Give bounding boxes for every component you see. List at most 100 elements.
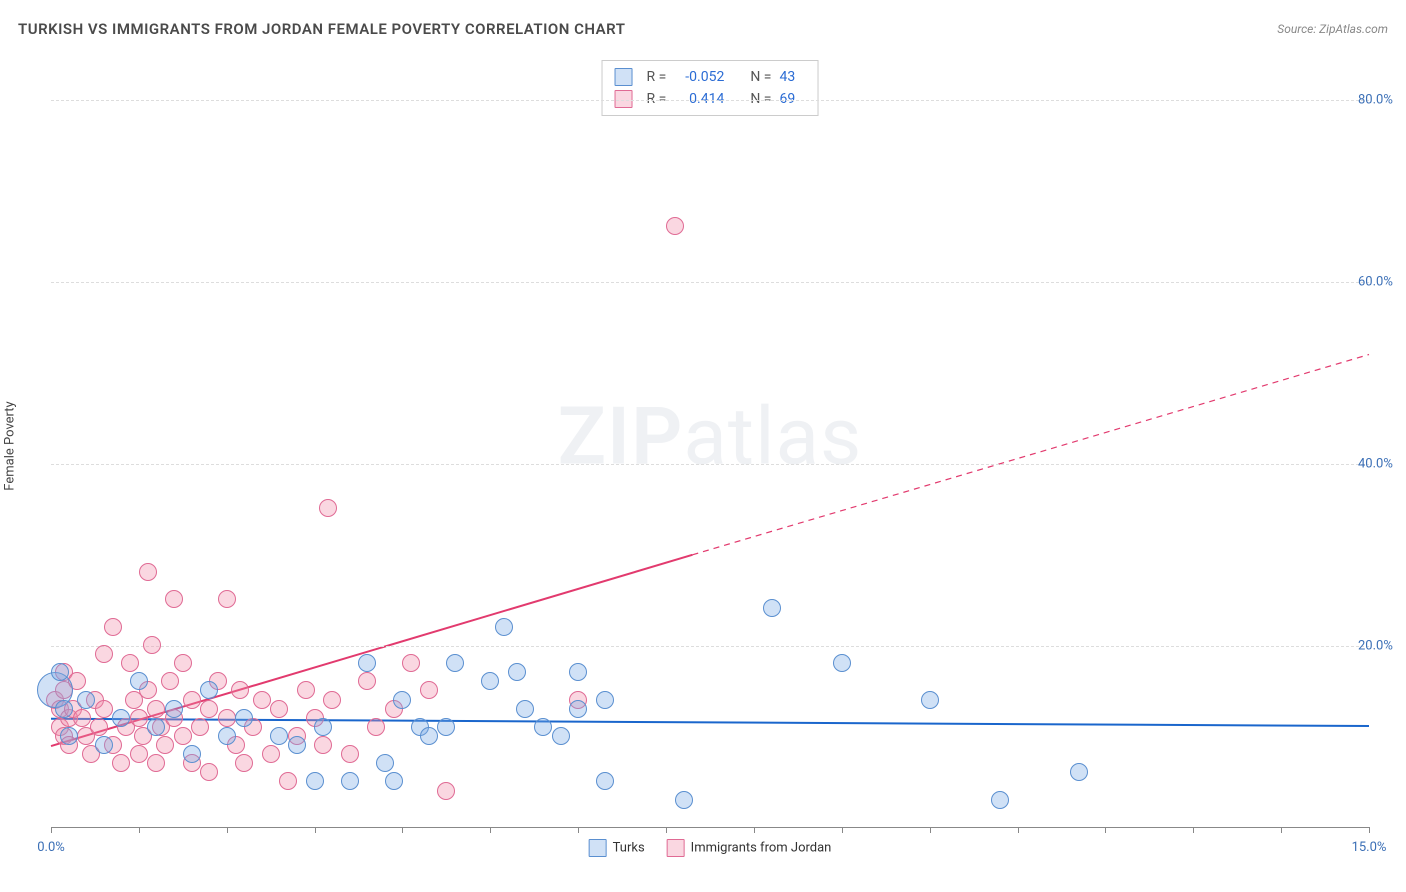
x-tick bbox=[666, 827, 667, 833]
jordan-point bbox=[402, 654, 420, 672]
jordan-point bbox=[121, 654, 139, 672]
jordan-point bbox=[130, 709, 148, 727]
turks-point bbox=[288, 736, 306, 754]
jordan-point bbox=[95, 700, 113, 718]
turks-point bbox=[393, 691, 411, 709]
jordan-point bbox=[218, 709, 236, 727]
y-tick-label: 60.0% bbox=[1358, 274, 1406, 289]
x-tick bbox=[402, 827, 403, 833]
legend-label: Turks bbox=[613, 840, 645, 855]
y-tick-label: 20.0% bbox=[1358, 638, 1406, 653]
turks-point bbox=[130, 672, 148, 690]
legend-label: Immigrants from Jordan bbox=[691, 840, 832, 855]
legend-swatch bbox=[589, 839, 607, 857]
turks-point bbox=[376, 754, 394, 772]
chart-title: TURKISH VS IMMIGRANTS FROM JORDAN FEMALE… bbox=[18, 20, 625, 38]
x-tick bbox=[51, 827, 52, 833]
turks-point bbox=[385, 772, 403, 790]
jordan-point bbox=[73, 709, 91, 727]
jordan-point bbox=[231, 681, 249, 699]
jordan-point bbox=[235, 754, 253, 772]
turks-point bbox=[60, 727, 78, 745]
x-tick bbox=[490, 827, 491, 833]
turks-point bbox=[596, 691, 614, 709]
x-tick bbox=[1369, 827, 1370, 833]
x-tick bbox=[139, 827, 140, 833]
turks-point bbox=[675, 791, 693, 809]
jordan-point bbox=[90, 718, 108, 736]
turks-point bbox=[763, 599, 781, 617]
legend-item: Immigrants from Jordan bbox=[667, 839, 832, 857]
x-tick bbox=[930, 827, 931, 833]
correlation-legend: R =-0.052N =43R =0.414N =69 bbox=[602, 60, 819, 116]
turks-point bbox=[569, 663, 587, 681]
turks-point bbox=[481, 672, 499, 690]
jordan-point bbox=[323, 691, 341, 709]
jordan-point bbox=[130, 745, 148, 763]
legend-item: Turks bbox=[589, 839, 645, 857]
jordan-point bbox=[174, 654, 192, 672]
jordan-point bbox=[139, 563, 157, 581]
turks-point bbox=[446, 654, 464, 672]
jordan-point bbox=[297, 681, 315, 699]
x-tick bbox=[227, 827, 228, 833]
gridline bbox=[51, 282, 1369, 283]
jordan-point bbox=[270, 700, 288, 718]
source-attribution: Source: ZipAtlas.com bbox=[1277, 22, 1388, 36]
jordan-point bbox=[218, 590, 236, 608]
n-value: 43 bbox=[779, 69, 805, 85]
turks-point bbox=[306, 772, 324, 790]
turks-point bbox=[55, 700, 73, 718]
turks-point bbox=[833, 654, 851, 672]
turks-point bbox=[51, 663, 69, 681]
turks-point bbox=[552, 727, 570, 745]
y-axis-label: Female Poverty bbox=[3, 401, 18, 490]
turks-point bbox=[314, 718, 332, 736]
jordan-point bbox=[161, 672, 179, 690]
turks-point bbox=[921, 691, 939, 709]
turks-point bbox=[420, 727, 438, 745]
jordan-point bbox=[319, 499, 337, 517]
turks-point bbox=[147, 718, 165, 736]
gridline bbox=[51, 646, 1369, 647]
turks-point bbox=[270, 727, 288, 745]
x-tick-label: 0.0% bbox=[37, 840, 65, 855]
turks-point bbox=[534, 718, 552, 736]
jordan-point bbox=[367, 718, 385, 736]
jordan-point bbox=[143, 636, 161, 654]
x-tick bbox=[1018, 827, 1019, 833]
jordan-point bbox=[200, 763, 218, 781]
jordan-point bbox=[147, 700, 165, 718]
turks-point bbox=[1070, 763, 1088, 781]
turks-point bbox=[112, 709, 130, 727]
legend-swatch bbox=[667, 839, 685, 857]
turks-point bbox=[183, 745, 201, 763]
turks-point bbox=[218, 727, 236, 745]
jordan-point bbox=[279, 772, 297, 790]
gridline bbox=[51, 464, 1369, 465]
jordan-point bbox=[191, 718, 209, 736]
turks-point bbox=[596, 772, 614, 790]
jordan-point bbox=[183, 691, 201, 709]
x-tick bbox=[1193, 827, 1194, 833]
x-tick bbox=[842, 827, 843, 833]
r-value: -0.052 bbox=[674, 69, 724, 85]
turks-point bbox=[437, 718, 455, 736]
turks-point bbox=[95, 736, 113, 754]
turks-point bbox=[235, 709, 253, 727]
x-tick bbox=[315, 827, 316, 833]
r-label: R = bbox=[647, 69, 667, 85]
jordan-point bbox=[156, 736, 174, 754]
jordan-point bbox=[174, 727, 192, 745]
legend-correlation-row: R =-0.052N =43 bbox=[615, 66, 806, 88]
gridline bbox=[51, 100, 1369, 101]
turks-point bbox=[77, 691, 95, 709]
jordan-point bbox=[104, 618, 122, 636]
title-bar: TURKISH VS IMMIGRANTS FROM JORDAN FEMALE… bbox=[18, 20, 1388, 38]
jordan-point bbox=[95, 645, 113, 663]
series-legend: Turks Immigrants from Jordan bbox=[589, 839, 832, 857]
turks-point bbox=[508, 663, 526, 681]
jordan-point bbox=[165, 590, 183, 608]
jordan-point bbox=[200, 700, 218, 718]
jordan-point bbox=[112, 754, 130, 772]
